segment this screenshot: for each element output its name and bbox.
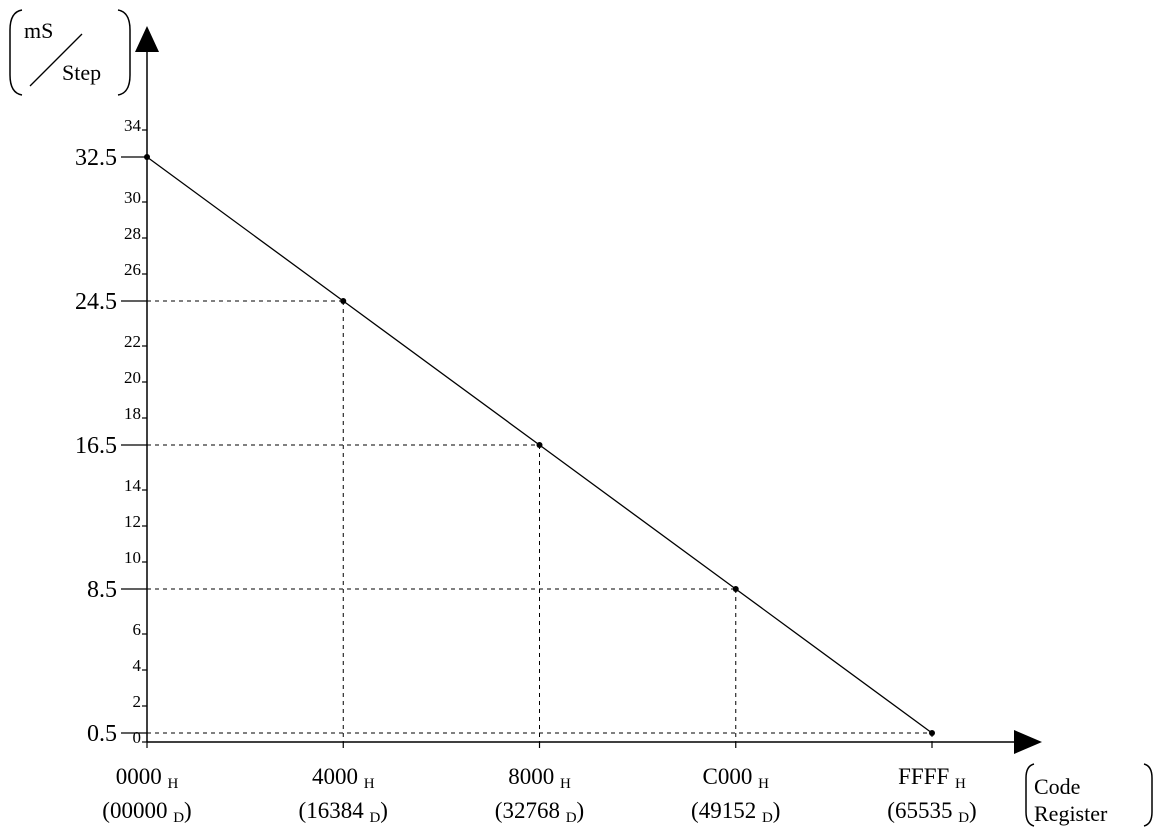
y-minor-tick-label: 20 — [124, 368, 141, 387]
y-minor-tick-label: 12 — [124, 512, 141, 531]
x-tick-hex-label: 8000 H — [508, 764, 571, 792]
y-minor-tick-label: 14 — [124, 476, 142, 495]
y-unit-numerator: mS — [24, 18, 53, 43]
x-unit-line2: Register — [1034, 801, 1108, 826]
y-axis-arrow — [135, 26, 159, 52]
y-minor-tick-label: 34 — [124, 116, 142, 135]
y-major-tick-label: 24.5 — [75, 289, 117, 315]
x-unit-right-bracket — [1143, 763, 1153, 827]
y-minor-tick-label: 6 — [133, 620, 142, 639]
x-axis-arrow — [1014, 730, 1042, 754]
data-point — [536, 442, 543, 448]
x-axis-unit-label: Code Register — [1025, 763, 1153, 827]
data-point — [144, 154, 150, 160]
y-minor-tick-label: 30 — [124, 188, 141, 207]
y-axis-unit-label: mS Step — [9, 9, 131, 96]
y-unit-divider — [29, 33, 83, 87]
data-series — [144, 154, 935, 736]
x-tick-hex-label: C000 H — [703, 764, 770, 792]
x-tick-dec-label: (32768 D) — [495, 798, 584, 826]
x-tick-dec-label: (00000 D) — [102, 798, 191, 826]
y-minor-tick-label: 0 — [133, 728, 142, 747]
data-point — [340, 298, 347, 304]
x-unit-left-bracket — [1025, 763, 1035, 827]
y-unit-denominator: Step — [62, 60, 101, 85]
y-major-tick-label: 8.5 — [87, 577, 117, 603]
x-unit-line1: Code — [1034, 774, 1080, 799]
x-tick-dec-label: (16384 D) — [299, 798, 388, 826]
x-tick-dec-label: (65535 D) — [887, 798, 976, 826]
data-point — [929, 730, 935, 736]
y-minor-tick-label: 2 — [133, 692, 142, 711]
y-minor-tick-label: 28 — [124, 224, 141, 243]
x-tick-dec-label: (49152 D) — [691, 798, 780, 826]
y-major-tick-label: 16.5 — [75, 433, 117, 459]
x-tick-hex-label: 0000 H — [116, 764, 179, 792]
y-minor-tick-label: 18 — [124, 404, 141, 423]
x-tick-hex-label: 4000 H — [312, 764, 375, 792]
y-minor-tick-label: 26 — [124, 260, 141, 279]
y-minor-tick-label: 22 — [124, 332, 141, 351]
y-axis-ticks: 0 2 4 6 10 12 14 18 20 22 26 28 30 34 0.5 8.5 16.5 24.5 32… — [75, 116, 147, 747]
guide-lines — [147, 300, 933, 742]
y-minor-tick-label: 10 — [124, 548, 141, 567]
data-point — [732, 586, 739, 592]
y-minor-tick-label: 4 — [133, 656, 142, 675]
x-tick-hex-label: FFFF H — [898, 764, 966, 792]
y-major-tick-label: 0.5 — [87, 721, 117, 747]
y-unit-left-bracket — [9, 9, 23, 96]
y-major-tick-label: 32.5 — [75, 145, 117, 171]
x-axis-ticks: 0000 H (00000 D) 4000 H (16384 D) 8000 H (327… — [102, 742, 977, 826]
y-unit-right-bracket — [117, 9, 131, 96]
